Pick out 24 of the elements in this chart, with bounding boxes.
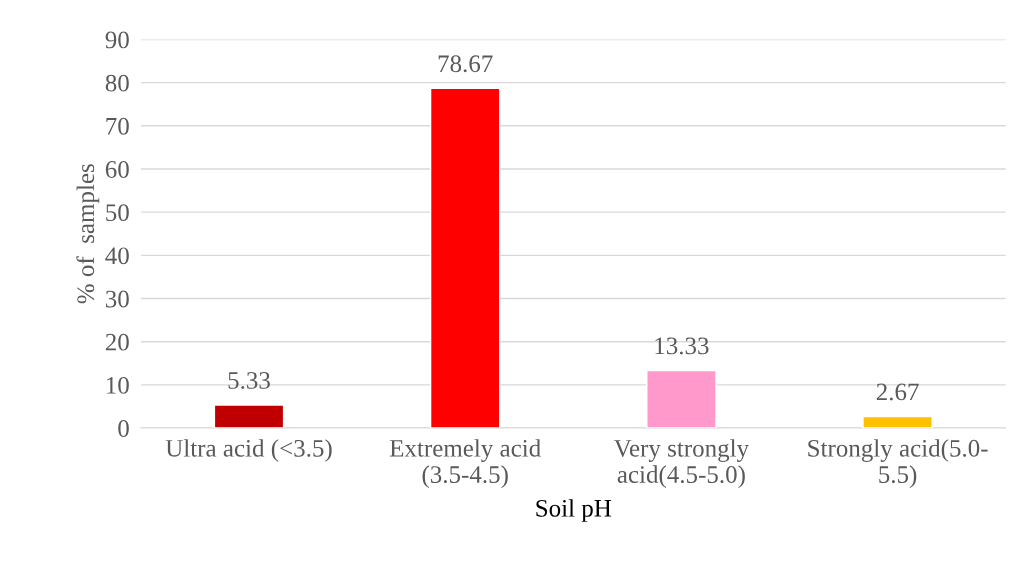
y-tick-label: 30 xyxy=(105,290,129,308)
y-tick-label: 60 xyxy=(105,161,129,178)
bar xyxy=(862,415,933,429)
bar xyxy=(646,369,717,429)
y-tick-label: 10 xyxy=(106,376,129,394)
data-label: 13.33 xyxy=(655,337,709,355)
x-tick-label: Extremely acid (3.5-4.5) xyxy=(389,439,541,489)
y-tick-label: 40 xyxy=(105,247,129,265)
y-tick-label: 0 xyxy=(118,420,129,437)
bar xyxy=(429,87,501,429)
x-tick-label: Very strongly acid(4.5-5.0) xyxy=(613,439,749,489)
x-tick-label: Ultra acid (<3.5) xyxy=(165,439,332,462)
bar xyxy=(213,404,285,429)
data-label: 78.67 xyxy=(438,55,493,73)
y-tick-label: 70 xyxy=(106,117,129,135)
data-label: 2.67 xyxy=(876,383,919,401)
y-tick-label: 80 xyxy=(105,74,129,92)
y-axis-title: % of samples xyxy=(76,164,100,304)
x-tick-label: Strongly acid(5.0- 5.5) xyxy=(808,439,988,489)
y-tick-label: 50 xyxy=(106,204,129,222)
x-axis-title: Soil pH xyxy=(536,499,612,522)
y-tick-label: 20 xyxy=(105,333,129,351)
y-tick-label: 90 xyxy=(105,31,129,49)
data-label: 5.33 xyxy=(228,372,270,389)
